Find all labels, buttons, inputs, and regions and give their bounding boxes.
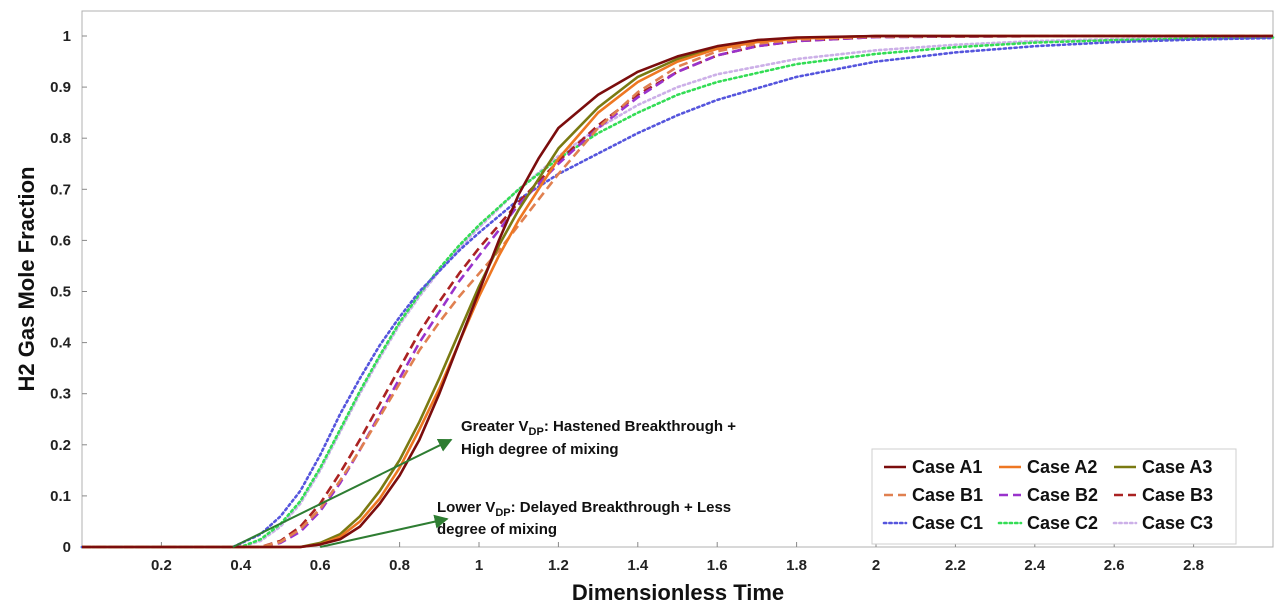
legend-label: Case C1 [912, 513, 983, 533]
x-tick-label: 1 [475, 557, 483, 574]
legend-item-case-a3: Case A3 [1114, 457, 1212, 477]
y-tick-label: 0.1 [50, 488, 71, 505]
legend-label: Case B2 [1027, 485, 1098, 505]
legend-label: Case B3 [1142, 485, 1213, 505]
x-tick-label: 0.8 [389, 557, 410, 574]
legend-label: Case A2 [1027, 457, 1097, 477]
legend-item-case-a1: Case A1 [884, 457, 982, 477]
series-layer [80, 34, 1275, 549]
x-tick-label: 1.4 [627, 557, 649, 574]
series-line-case-a2 [82, 34, 1273, 549]
legend-item-case-b3: Case B3 [1114, 485, 1213, 505]
y-tick-label: 0 [63, 539, 71, 556]
y-tick-label: 0.6 [50, 232, 71, 249]
series-line-case-b2 [82, 34, 1273, 549]
x-axis-title: Dimensionless Time [572, 580, 784, 605]
legend-label: Case B1 [912, 485, 983, 505]
legend-items: Case A1 Case A2 Case A3 Case B1 Case B2 Case … [882, 457, 1213, 533]
x-tick-label: 2.4 [1024, 557, 1046, 574]
x-tick-label: 1.6 [707, 557, 728, 574]
y-tick-label: 0.5 [50, 284, 71, 301]
legend-label: Case A3 [1142, 457, 1212, 477]
x-tick-label: 0.4 [230, 557, 252, 574]
x-tick-label: 2.6 [1104, 557, 1125, 574]
y-tick-label: 0.8 [50, 130, 71, 147]
legend-item-case-a2: Case A2 [999, 457, 1097, 477]
x-tick-label: 2 [872, 557, 880, 574]
series-line-case-c3 [80, 35, 1275, 549]
legend-label: Case C2 [1027, 513, 1098, 533]
y-tick-label: 0.9 [50, 79, 71, 96]
series-line-case-b1 [82, 34, 1273, 549]
series-line-case-a1 [82, 34, 1273, 549]
annotation-text-lower-line2: degree of mixing [437, 521, 557, 538]
legend-item-case-c2: Case C2 [997, 513, 1098, 533]
legend-box [871, 448, 1237, 545]
annotation-text-greater: Greater VDP: Hastened Breakthrough + [461, 418, 736, 438]
annotation-arrow-lower [319, 514, 449, 548]
legend-label: Case A1 [912, 457, 982, 477]
y-axis-title: H2 Gas Mole Fraction [14, 167, 39, 392]
x-tick-label: 2.2 [945, 557, 966, 574]
y-tick-label: 1 [63, 28, 71, 45]
y-tick-label: 0.3 [50, 386, 71, 403]
x-axis-ticks: 0.2 0.4 0.6 0.8 1 1.2 1.4 1.6 1.8 2 2.2 2.4 2.6 2.8 [151, 542, 1204, 574]
legend-item-case-c3: Case C3 [1112, 513, 1213, 533]
series-line-case-c2 [80, 36, 1275, 549]
y-tick-label: 0.7 [50, 181, 71, 198]
x-tick-label: 0.2 [151, 557, 172, 574]
legend-item-case-c1: Case C1 [882, 513, 983, 533]
annotation-layer: Greater VDP: Hastened Breakthrough + High… [232, 418, 736, 548]
x-tick-label: 0.6 [310, 557, 331, 574]
y-axis-ticks: 0 0.1 0.2 0.3 0.4 0.5 0.6 0.7 0.8 0.9 1 [50, 28, 87, 556]
x-tick-label: 1.8 [786, 557, 807, 574]
annotation-arrow-greater [232, 438, 453, 548]
annotation-text-greater-line2: High degree of mixing [461, 441, 619, 458]
legend-item-case-b1: Case B1 [884, 485, 983, 505]
legend: Case A1 Case A2 Case A3 Case B1 Case B2 Case … [871, 448, 1237, 545]
series-line-case-c1 [80, 36, 1275, 549]
x-tick-label: 2.8 [1183, 557, 1204, 574]
legend-item-case-b2: Case B2 [999, 485, 1098, 505]
annotation-text-lower: Lower VDP: Delayed Breakthrough + Less [437, 499, 731, 519]
y-tick-label: 0.4 [50, 335, 72, 352]
legend-label: Case C3 [1142, 513, 1213, 533]
x-tick-label: 1.2 [548, 557, 569, 574]
y-tick-label: 0.2 [50, 437, 71, 454]
